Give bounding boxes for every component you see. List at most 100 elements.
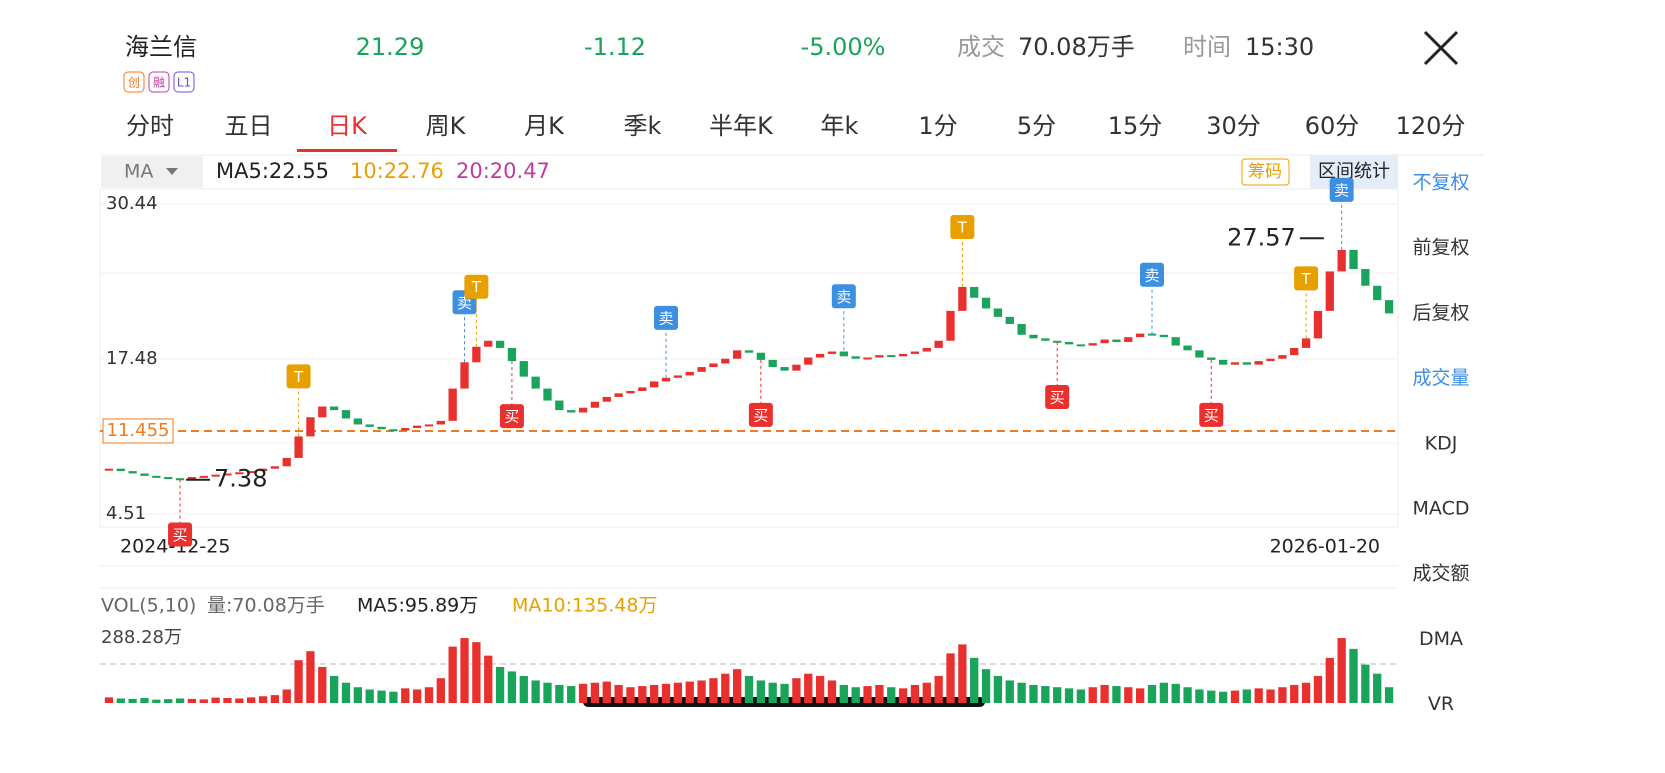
volume-bar bbox=[804, 673, 813, 703]
tab[interactable]: 年k bbox=[821, 112, 859, 140]
price-frame bbox=[99, 188, 1399, 528]
candle bbox=[661, 377, 671, 382]
trade-mark-label: T bbox=[1301, 270, 1312, 288]
volume-bar bbox=[341, 682, 351, 703]
trade-mark-label: 买 bbox=[753, 406, 768, 424]
tab[interactable]: 周K bbox=[426, 112, 467, 140]
chips-button[interactable] bbox=[1241, 158, 1290, 186]
volume-bar bbox=[922, 682, 931, 703]
side-menu-item[interactable]: 后复权 bbox=[1412, 302, 1469, 324]
tab[interactable]: 30分 bbox=[1206, 112, 1261, 140]
tab[interactable]: 日K bbox=[327, 112, 368, 140]
candle bbox=[804, 357, 813, 365]
badge-text: 融 bbox=[153, 76, 165, 90]
candle bbox=[282, 457, 291, 467]
tab[interactable]: 月K bbox=[524, 112, 565, 140]
volume-bar bbox=[792, 678, 801, 703]
candle bbox=[780, 367, 789, 371]
volume-bar bbox=[910, 684, 920, 703]
y-tick-label: 4.51 bbox=[106, 503, 146, 524]
badge-text: 创 bbox=[128, 76, 140, 90]
volume-bar bbox=[1278, 687, 1287, 703]
candle bbox=[294, 436, 303, 458]
candle bbox=[472, 346, 481, 363]
volume-bar bbox=[732, 669, 742, 703]
tab[interactable]: 120分 bbox=[1396, 112, 1466, 140]
volume-bar bbox=[152, 699, 161, 703]
badge bbox=[173, 71, 195, 93]
candle bbox=[329, 406, 339, 411]
time: 15:30 bbox=[1245, 33, 1314, 61]
side-menu-item[interactable]: 成交量 bbox=[1412, 367, 1469, 389]
candle bbox=[614, 393, 623, 397]
badge bbox=[148, 71, 170, 93]
volume: 70.08万手 bbox=[1018, 33, 1135, 61]
volume-bar bbox=[946, 653, 955, 703]
candle bbox=[1053, 340, 1062, 343]
candle bbox=[152, 475, 161, 478]
candle bbox=[341, 410, 351, 419]
trade-mark bbox=[654, 305, 679, 330]
trade-mark-label: 卖 bbox=[659, 309, 674, 327]
candle bbox=[1064, 341, 1074, 345]
volume-bar bbox=[815, 675, 825, 703]
volume-bar bbox=[353, 687, 362, 703]
volume-bar bbox=[970, 657, 979, 703]
side-menu-item[interactable]: 不复权 bbox=[1412, 172, 1469, 194]
volume-bar bbox=[851, 687, 860, 703]
tab[interactable]: 60分 bbox=[1305, 112, 1360, 140]
volume-bar bbox=[1017, 682, 1026, 703]
tab[interactable]: 五日 bbox=[225, 112, 273, 140]
trade-mark-label: 买 bbox=[1204, 406, 1219, 424]
tab[interactable]: 5分 bbox=[1017, 112, 1056, 140]
side-menu-item[interactable]: 成交额 bbox=[1412, 563, 1469, 585]
tab[interactable]: 半年K bbox=[709, 112, 774, 140]
candle bbox=[365, 424, 374, 427]
candle bbox=[401, 428, 410, 431]
tab[interactable]: 季k bbox=[624, 112, 662, 140]
volume-bar bbox=[673, 682, 683, 703]
volume-bar bbox=[531, 680, 540, 703]
volume-bar bbox=[863, 686, 872, 703]
candle bbox=[887, 355, 896, 358]
volume-bar bbox=[602, 681, 611, 703]
candle bbox=[199, 475, 208, 478]
candle bbox=[567, 410, 576, 413]
volume-bar bbox=[1136, 688, 1145, 703]
side-menu-item[interactable]: VR bbox=[1428, 693, 1454, 715]
ma10: 10:22.76 bbox=[350, 159, 444, 183]
ma5: MA5:22.55 bbox=[216, 159, 329, 183]
side-menu-item[interactable]: DMA bbox=[1419, 628, 1463, 650]
side-menu-item[interactable]: KDJ bbox=[1425, 432, 1458, 454]
candle bbox=[898, 353, 908, 357]
close-button[interactable] bbox=[1423, 30, 1459, 66]
volume-bar bbox=[460, 638, 469, 703]
reference-box bbox=[102, 418, 174, 444]
candle bbox=[436, 420, 445, 425]
candle bbox=[970, 286, 979, 298]
trade-mark-label: 卖 bbox=[1334, 181, 1349, 199]
ma-selector[interactable] bbox=[101, 156, 203, 188]
candle bbox=[1313, 310, 1323, 339]
volume-bar bbox=[377, 690, 386, 703]
tab[interactable]: 15分 bbox=[1108, 112, 1163, 140]
volume-bar bbox=[898, 688, 908, 703]
volume-bar bbox=[424, 687, 434, 703]
volume-bar bbox=[1005, 680, 1014, 703]
trade-mark bbox=[168, 522, 193, 547]
candle bbox=[863, 357, 872, 360]
tab[interactable]: 分时 bbox=[126, 112, 174, 140]
volume-bar bbox=[1183, 687, 1192, 703]
volume-bar bbox=[1171, 683, 1180, 703]
range-stats-button[interactable] bbox=[1310, 155, 1398, 189]
volume-bar bbox=[507, 671, 517, 703]
volume-bar bbox=[1147, 684, 1157, 703]
side-menu-item[interactable]: MACD bbox=[1413, 498, 1470, 520]
candle bbox=[1136, 333, 1145, 338]
tab[interactable]: 1分 bbox=[918, 112, 957, 140]
side-menu-item[interactable]: 前复权 bbox=[1412, 237, 1469, 259]
candle bbox=[1266, 358, 1275, 362]
candle bbox=[1384, 300, 1394, 314]
volume-bar bbox=[1041, 686, 1050, 703]
candle bbox=[602, 396, 611, 402]
